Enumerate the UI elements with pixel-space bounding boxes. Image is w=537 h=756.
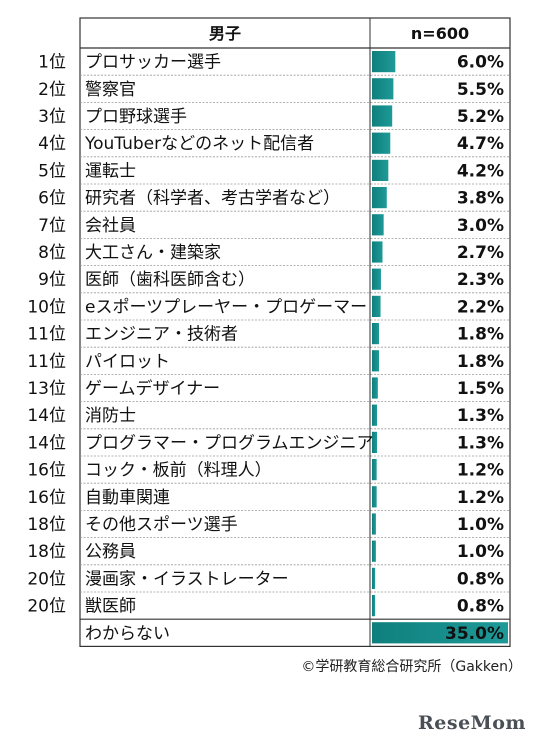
bar: [372, 377, 378, 399]
bar: [372, 159, 389, 181]
job-label: コック・板前（料理人）: [85, 461, 272, 481]
rank-label: 2位: [38, 80, 66, 100]
job-label: 公務員: [85, 542, 136, 562]
value-label: 5.5%: [457, 80, 504, 100]
rank-label: 4位: [38, 134, 66, 154]
bar: [372, 431, 378, 453]
bar: [372, 622, 508, 644]
rank-label: 5位: [38, 161, 66, 181]
job-label: 大工さん・建築家: [85, 243, 221, 263]
value-label: 4.2%: [457, 161, 504, 181]
bar: [372, 567, 376, 589]
rank-label: 16位: [27, 461, 66, 481]
value-label: 1.3%: [457, 406, 504, 426]
job-label: 警察官: [85, 80, 136, 100]
header-sample-size: n=600: [411, 24, 469, 43]
bar: [372, 540, 376, 562]
bar: [372, 105, 393, 127]
value-label: 3.0%: [457, 216, 504, 236]
rank-label: 20位: [27, 597, 66, 617]
source-credit: ©学研教育総合研究所（Gakken）: [301, 659, 522, 675]
bar: [372, 595, 376, 617]
value-label: 1.8%: [457, 325, 504, 345]
bar: [372, 513, 376, 535]
rank-label: 9位: [38, 270, 66, 290]
value-label: 1.2%: [457, 461, 504, 481]
value-label: 2.3%: [457, 270, 504, 290]
header-label: 男子: [209, 24, 241, 43]
job-label: わからない: [85, 624, 170, 644]
rank-label: 10位: [27, 297, 66, 317]
value-label: 4.7%: [457, 134, 504, 154]
value-label: 1.0%: [457, 515, 504, 535]
rank-label: 3位: [38, 107, 66, 127]
job-label: 医師（歯科医師含む）: [85, 270, 255, 290]
rank-label: 14位: [27, 406, 66, 426]
rank-label: 11位: [27, 352, 66, 372]
value-label: 2.7%: [457, 243, 504, 263]
bar: [372, 78, 394, 100]
rank-label: 7位: [38, 216, 66, 236]
bar: [372, 187, 387, 209]
value-label: 35.0%: [445, 624, 504, 644]
rank-label: 16位: [27, 488, 66, 508]
job-label: eスポーツプレーヤー・プロゲーマー: [85, 297, 367, 317]
value-label: 1.8%: [457, 352, 504, 372]
value-label: 0.8%: [457, 569, 504, 589]
rank-label: 11位: [27, 325, 66, 345]
value-label: 6.0%: [457, 53, 504, 73]
bar: [372, 486, 377, 508]
job-label: 獣医師: [85, 597, 136, 617]
rank-label: 13位: [27, 379, 66, 399]
rank-label: 14位: [27, 433, 66, 453]
bar: [372, 241, 383, 263]
job-label: プログラマー・プログラムエンジニア: [85, 433, 374, 453]
job-label: プロ野球選手: [85, 107, 187, 127]
value-label: 1.5%: [457, 379, 504, 399]
bar: [372, 295, 381, 317]
job-label: 会社員: [85, 216, 136, 236]
rank-label: 18位: [27, 515, 66, 535]
ranking-chart: 男子 n=600 1位 プロサッカー選手 6.0% 2位 警察官 5.5% 3位 プロ野球選手 5.…: [27, 17, 511, 648]
job-label: その他スポーツ選手: [85, 515, 238, 535]
job-label: 運転士: [85, 161, 136, 181]
bar: [372, 323, 379, 345]
rank-label: 18位: [27, 542, 66, 562]
value-label: 1.0%: [457, 542, 504, 562]
table-frame: [79, 17, 511, 648]
bar-series: [372, 51, 508, 644]
job-label: ゲームデザイナー: [85, 378, 220, 399]
job-label: 消防士: [85, 406, 136, 426]
value-label: 1.3%: [457, 433, 504, 453]
table-grid: [79, 17, 511, 648]
rank-label: 8位: [38, 243, 66, 263]
value-label: 3.8%: [457, 189, 504, 209]
rank-label: 1位: [38, 53, 66, 73]
bar: [372, 459, 377, 481]
job-label: パイロット: [85, 352, 170, 372]
table-text: 男子 n=600 1位 プロサッカー選手 6.0% 2位 警察官 5.5% 3位 プロ野球選手 5.…: [27, 24, 504, 644]
brand-logo-text: ReseMom: [418, 712, 526, 734]
value-label: 1.2%: [457, 488, 504, 508]
bar: [372, 132, 391, 154]
value-label: 2.2%: [457, 297, 504, 317]
value-label: 5.2%: [457, 107, 504, 127]
bar: [372, 51, 396, 73]
job-label: 漫画家・イラストレーター: [85, 569, 289, 589]
rank-label: 6位: [38, 189, 66, 209]
job-label: 研究者（科学者、考古学者など）: [85, 189, 340, 209]
value-label: 0.8%: [457, 597, 504, 617]
rank-label: 20位: [27, 569, 66, 589]
bar: [372, 268, 381, 290]
bar: [372, 350, 379, 372]
job-label: エンジニア・技術者: [85, 325, 238, 345]
job-label: YouTuberなどのネット配信者: [84, 134, 314, 154]
job-label: 自動車関連: [85, 488, 170, 508]
bar: [372, 214, 384, 236]
job-label: プロサッカー選手: [85, 53, 221, 73]
bar: [372, 404, 378, 426]
